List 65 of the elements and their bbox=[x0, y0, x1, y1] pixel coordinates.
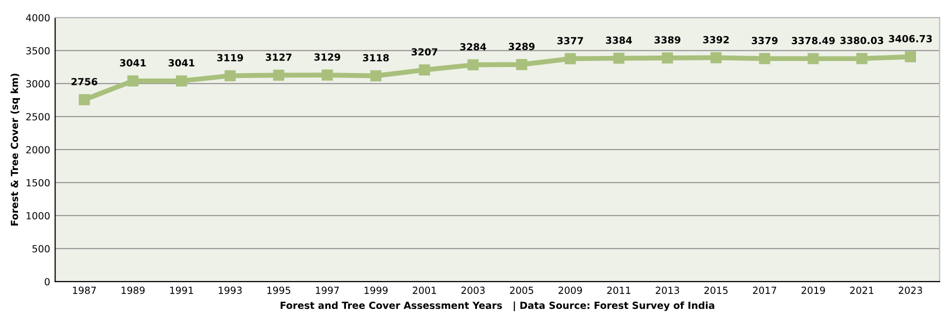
data-label: 3406.73 bbox=[888, 35, 932, 42]
x-axis-title: Forest and Tree Cover Assessment Years | Data Source: Forest Survey of India bbox=[280, 301, 714, 312]
x-tick-label: 2015 bbox=[704, 286, 728, 294]
x-tick-label: 2021 bbox=[850, 286, 874, 294]
y-axis-title: Forest & Tree Cover (sq km) bbox=[10, 74, 20, 226]
x-tick-label: 2019 bbox=[802, 286, 825, 294]
point bbox=[613, 52, 624, 64]
x-tick-label: 2005 bbox=[510, 286, 534, 294]
x-tick-label: 2017 bbox=[752, 286, 776, 294]
x-tick-label: 1989 bbox=[122, 286, 145, 294]
y-tick-label: 2500 bbox=[26, 113, 50, 120]
x-tick-label: 2003 bbox=[461, 286, 485, 294]
x-tick-label: 1999 bbox=[364, 286, 388, 294]
data-label: 3284 bbox=[460, 43, 486, 50]
y-tick-label: 1000 bbox=[26, 212, 50, 220]
y-tick-label: 1500 bbox=[26, 179, 50, 186]
point bbox=[176, 75, 188, 86]
point bbox=[516, 58, 528, 70]
y-tick-label: 0 bbox=[44, 278, 50, 286]
point bbox=[273, 70, 284, 81]
x-tick-label: 1997 bbox=[316, 286, 339, 294]
x-tick-label: 1993 bbox=[218, 286, 242, 294]
data-label: 3207 bbox=[412, 48, 438, 56]
point bbox=[224, 70, 236, 82]
data-label: 3127 bbox=[266, 53, 292, 61]
data-label: 3378.49 bbox=[792, 36, 835, 44]
x-tick-label: 2001 bbox=[412, 286, 436, 294]
point bbox=[78, 94, 90, 106]
data-label: 3119 bbox=[217, 54, 244, 62]
data-label: 3041 bbox=[168, 59, 194, 67]
data-label: 3118 bbox=[363, 54, 389, 62]
point bbox=[127, 75, 138, 86]
point bbox=[468, 59, 479, 70]
x-tick-label: 2023 bbox=[898, 286, 922, 294]
x-tick-label: 2013 bbox=[656, 286, 680, 294]
data-label: 3384 bbox=[606, 36, 632, 44]
point bbox=[418, 64, 430, 76]
data-label: 3389 bbox=[654, 36, 680, 44]
x-tick-label: 2009 bbox=[558, 286, 582, 294]
data-label: 3377 bbox=[557, 36, 584, 44]
point bbox=[808, 53, 819, 64]
data-label: 3379 bbox=[752, 36, 778, 44]
point bbox=[370, 70, 382, 82]
x-tick-label: 1987 bbox=[73, 286, 96, 294]
data-label: 3041 bbox=[120, 59, 146, 67]
point bbox=[322, 70, 333, 81]
data-label: 3129 bbox=[314, 53, 340, 61]
x-tick-label: 1991 bbox=[170, 286, 193, 294]
data-label: 3392 bbox=[703, 36, 729, 44]
x-tick-label: 1995 bbox=[267, 286, 290, 294]
data-label: 3380.03 bbox=[840, 36, 884, 44]
point bbox=[564, 53, 576, 64]
data-label: 3289 bbox=[508, 42, 535, 50]
data-label: 2756 bbox=[72, 78, 98, 86]
y-tick-label: 2000 bbox=[26, 146, 50, 154]
point bbox=[904, 51, 916, 62]
point bbox=[856, 52, 868, 64]
point bbox=[759, 53, 770, 64]
y-tick-label: 3000 bbox=[26, 80, 50, 88]
y-tick-label: 4000 bbox=[26, 14, 50, 22]
y-tick-label: 500 bbox=[32, 245, 50, 252]
point bbox=[662, 52, 674, 64]
point bbox=[710, 52, 722, 64]
x-tick-label: 2011 bbox=[607, 286, 630, 294]
y-tick-label: 3500 bbox=[26, 47, 50, 54]
